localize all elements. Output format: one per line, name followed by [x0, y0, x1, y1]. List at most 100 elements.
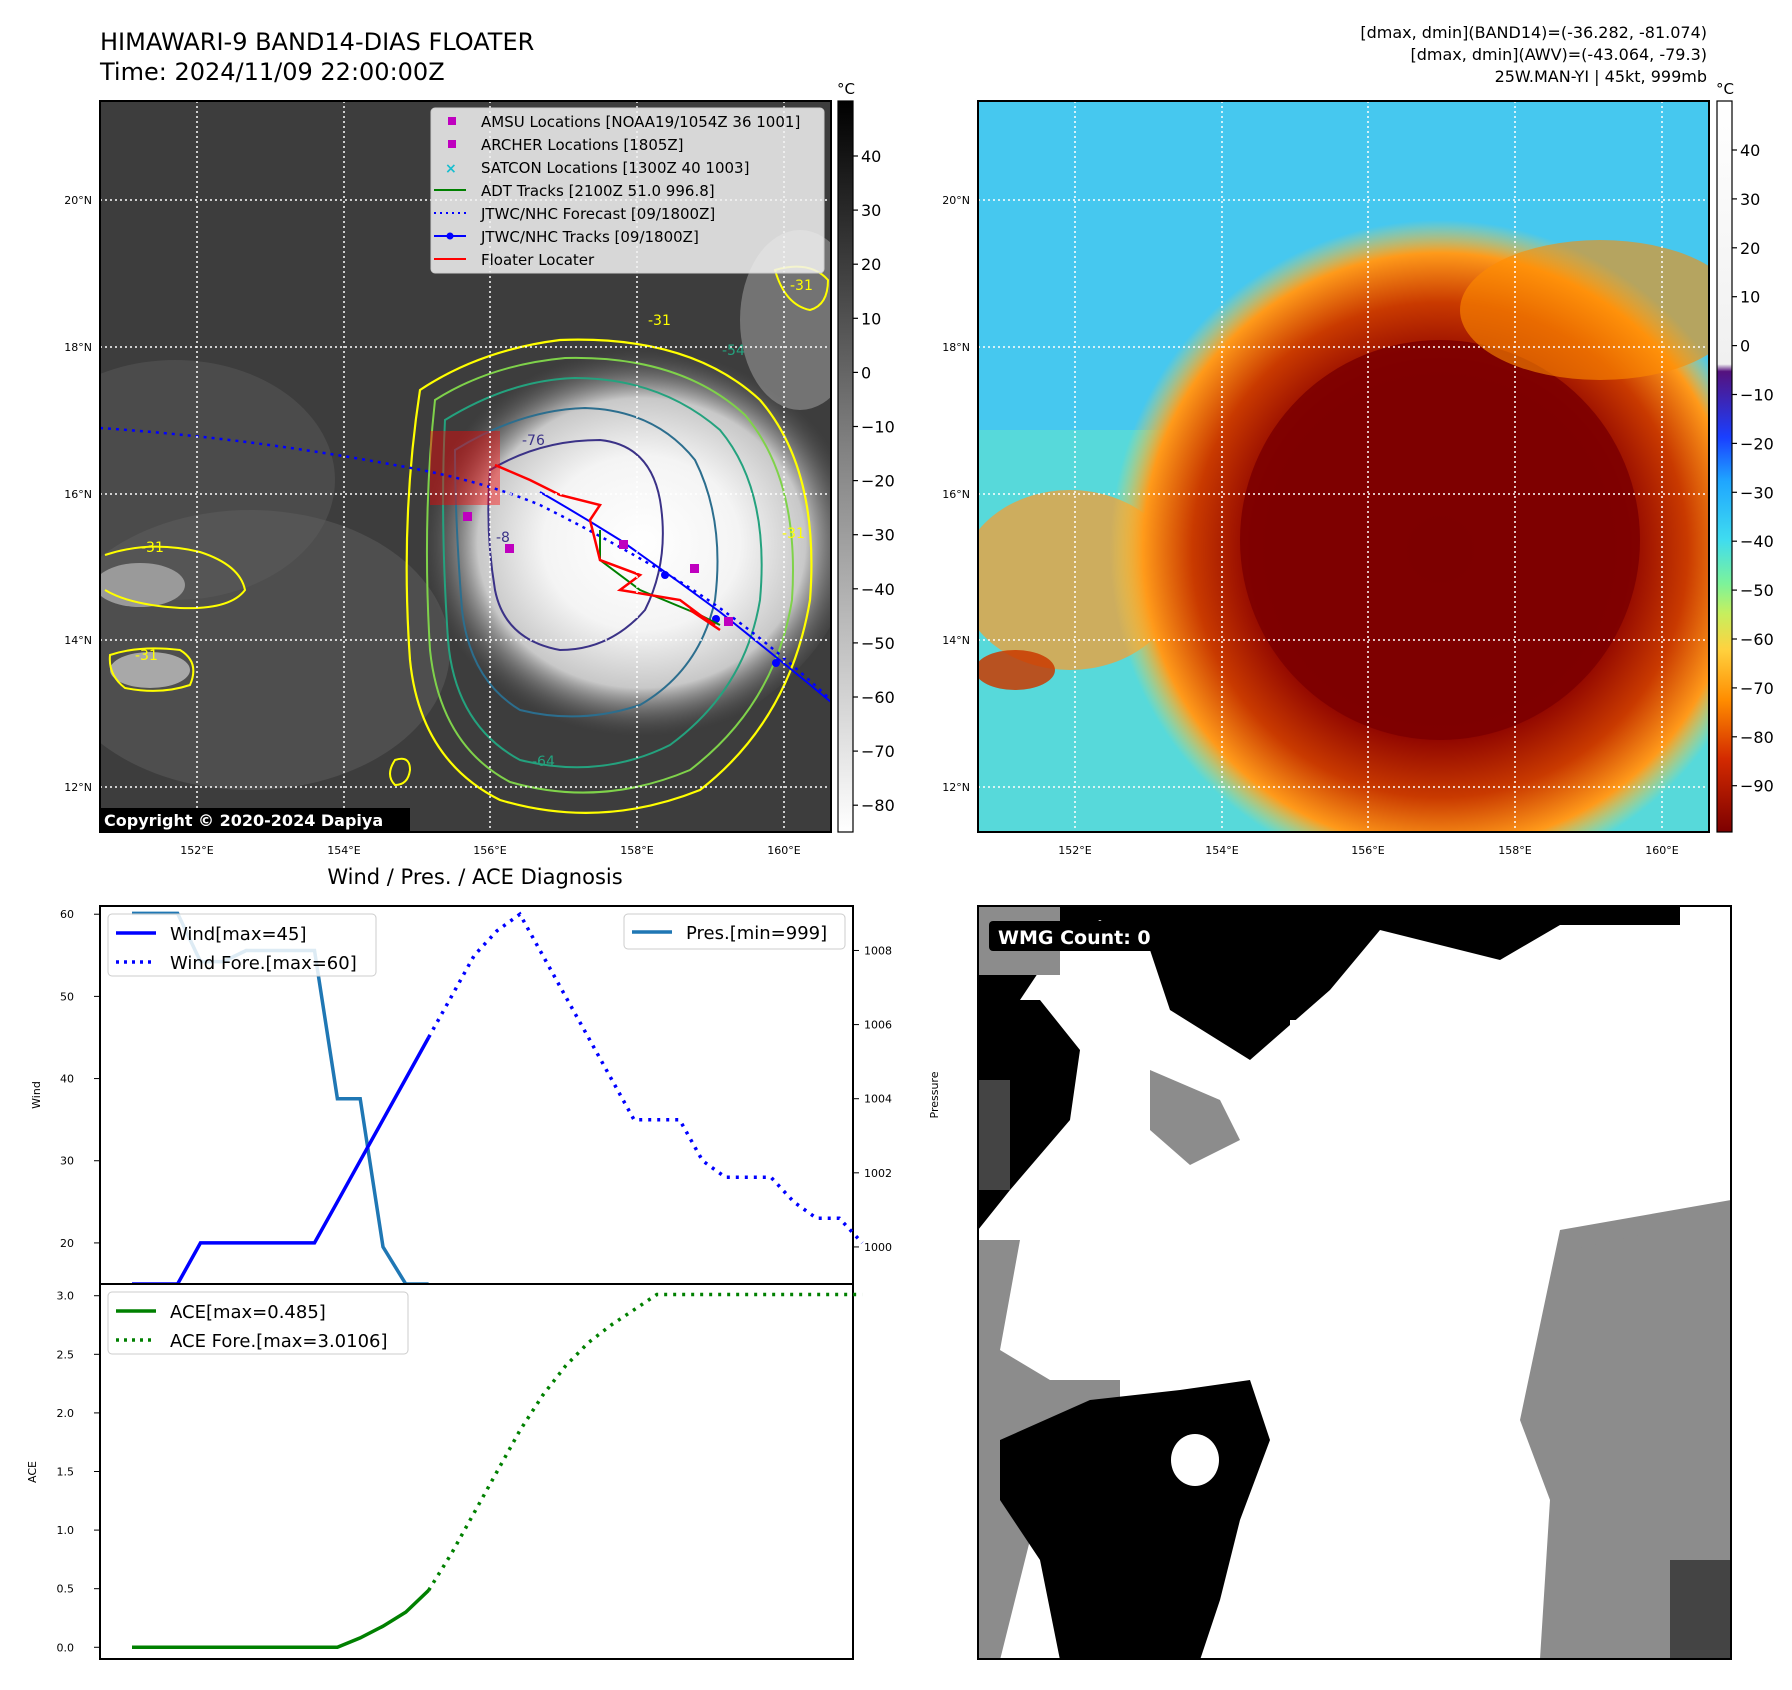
legend-pressure: Pres.[min=999]: [686, 923, 827, 944]
ir-map-frame: [99, 100, 832, 833]
legend-tracks: JTWC/NHC Tracks [09/1800Z]: [480, 228, 699, 246]
lat-label-1-1: 18°N: [942, 341, 970, 354]
wmg-white-hole: [1171, 1434, 1219, 1486]
ir-colorbar-unit: °C: [837, 80, 855, 98]
cbar-tick-label-8: −40: [861, 580, 895, 599]
archer-marker-c: [724, 617, 733, 626]
map-axis-labels: 20°N 18°N 16°N 14°N 12°N 152°E 154°E 156°E 158°E…: [64, 194, 1679, 857]
legend-floater: Floater Locater: [481, 251, 595, 269]
ace-ytick-label-3: 1.5: [57, 1466, 75, 1479]
wmg-white-dot: [1290, 1020, 1312, 1042]
legend-ace: ACE[max=0.485]: [170, 1302, 326, 1323]
cbar-tick-label-6: −20: [861, 472, 895, 491]
cbar-tick-label-4: 0: [1740, 337, 1750, 356]
contour-light-green: [425, 356, 795, 794]
pressure-ylabel: Pressure: [928, 1071, 941, 1118]
legend-adt: ADT Tracks [2100Z 51.0 996.8]: [481, 182, 715, 200]
legend-archer: ARCHER Locations [1805Z]: [481, 136, 684, 154]
ir-colorbar-ticks: 40 30 20 10 0 −10 −20 −30 −40 −50 −60 −70 −80: [853, 147, 895, 815]
figure-time: Time: 2024/11/09 22:00:00Z: [99, 58, 445, 86]
wv-west-small-cell: [978, 650, 1055, 690]
wv-colorbar-ramp: [1716, 100, 1733, 833]
copyright-text: Copyright © 2020-2024 Dapiya: [104, 811, 383, 830]
ace-ytick-label-4: 1.0: [57, 1524, 75, 1537]
contour-small: [389, 757, 412, 787]
wmg-panel: WMG Count: 0: [977, 905, 1732, 1660]
cbar-tick-label-1: 30: [1740, 190, 1760, 209]
cbar-tick-label-0: 40: [1740, 141, 1760, 160]
cbar-tick-label-11: −70: [861, 742, 895, 761]
wmg-gray-east: [1520, 1200, 1731, 1659]
lat-label-1-0: 20°N: [942, 194, 970, 207]
contour-blue-green: [453, 406, 719, 718]
wind-line: [132, 1036, 431, 1286]
cbar-tick-label-10: −60: [1740, 630, 1774, 649]
pressure-ytick-label-4: 1000: [864, 1241, 892, 1254]
wind-legend-box: [107, 913, 377, 977]
ace-ytick-label-5: 0.5: [57, 1583, 75, 1596]
wmg-black-north: [978, 906, 1680, 1090]
cbar-tick-label-12: −80: [1740, 728, 1774, 747]
wv-map-gridlines: [978, 101, 1709, 832]
contour-west-b: [108, 647, 195, 692]
wv-map: [977, 100, 1710, 833]
wind-ytick-label-1: 50: [60, 990, 74, 1003]
contour-label-1: -31: [141, 540, 164, 556]
cbar-tick-label-4: 0: [861, 363, 871, 382]
wv-colorbar: °C 40 30 20 10 0 −10 −20 −30 −40 −50 −60 −70 −80 −90: [1716, 80, 1774, 833]
lat-label-0-2: 16°N: [64, 488, 92, 501]
cbar-tick-label-6: −20: [1740, 434, 1774, 453]
legend-ace-fore: ACE Fore.[max=3.0106]: [170, 1331, 388, 1352]
cbar-tick-label-7: −30: [861, 526, 895, 545]
cbar-tick-label-3: 10: [1740, 288, 1760, 307]
amsu-marker-a: [463, 512, 472, 521]
wv-colorbar-ticks: 40 30 20 10 0 −10 −20 −30 −40 −50 −60 −70 −80 −90: [1732, 141, 1774, 796]
lat-label-0-3: 14°N: [64, 634, 92, 647]
band14-range: [dmax, dmin](BAND14)=(-36.282, -81.074): [1360, 23, 1707, 42]
ace-legend-box: [107, 1291, 409, 1355]
contour-label-4: -31: [790, 278, 813, 294]
awv-range: [dmax, dmin](AWV)=(-43.064, -79.3): [1410, 45, 1707, 64]
lat-label-1-2: 16°N: [942, 488, 970, 501]
wmg-darkgray-west: [978, 1080, 1010, 1190]
ir-cloud-northeast: [740, 230, 831, 410]
floater-box: [430, 431, 500, 505]
lat-label-1-3: 14°N: [942, 634, 970, 647]
lon-label-0-4: 160°E: [767, 844, 800, 857]
wind-yticks: 60 50 40 30 20: [60, 908, 100, 1250]
track-point-a: [661, 571, 669, 579]
lon-label-0-1: 154°E: [327, 844, 360, 857]
ace-yticks: 3.0 2.5 2.0 1.5 1.0 0.5 0.0: [57, 1290, 100, 1654]
contour-label-7: -64: [532, 754, 555, 770]
contour-label-6: -76: [522, 433, 545, 449]
wmg-count: WMG Count: 0: [998, 927, 1151, 949]
track-point-c: [772, 659, 780, 667]
best-track: [539, 491, 831, 703]
ace-legend: ACE[max=0.485] ACE Fore.[max=3.0106]: [107, 1291, 409, 1355]
contour-indigo: [487, 438, 664, 652]
ace-ytick-label-2: 2.0: [57, 1407, 75, 1420]
forecast-track: [100, 426, 831, 701]
amsu-marker-b: [505, 544, 514, 553]
wmg-gray-east-patch: [1570, 1235, 1660, 1320]
cbar-tick-label-5: −10: [1740, 386, 1774, 405]
floater-locater-track: [494, 463, 721, 632]
lon-label-1-4: 160°E: [1645, 844, 1678, 857]
ace-ytick-label-1: 2.5: [57, 1348, 75, 1361]
lat-label-0-4: 12°N: [64, 781, 92, 794]
wind-ytick-label-0: 60: [60, 908, 74, 921]
ir-colorbar: °C 40 30 20 10 0 −10 −20 −30 −40 −50 −60 −70 −80: [837, 80, 895, 833]
cbar-tick-label-2: 20: [1740, 239, 1760, 258]
contour-label-5: -54: [722, 343, 745, 359]
ace-ylabel: ACE: [26, 1461, 39, 1483]
archer-marker-a: [619, 540, 628, 549]
legend-satcon: SATCON Locations [1300Z 40 1003]: [481, 159, 749, 177]
legend-wind-fore: Wind Fore.[max=60]: [170, 953, 357, 974]
wmg-gray-north-patch: [1150, 1070, 1240, 1165]
wind-ytick-label-3: 30: [60, 1155, 74, 1168]
cbar-tick-label-9: −50: [1740, 581, 1774, 600]
cbar-tick-label-3: 10: [861, 309, 881, 328]
ir-cloud-patch-b: [110, 652, 190, 688]
contour-label-3: -31: [648, 313, 671, 329]
lon-label-1-0: 152°E: [1058, 844, 1091, 857]
